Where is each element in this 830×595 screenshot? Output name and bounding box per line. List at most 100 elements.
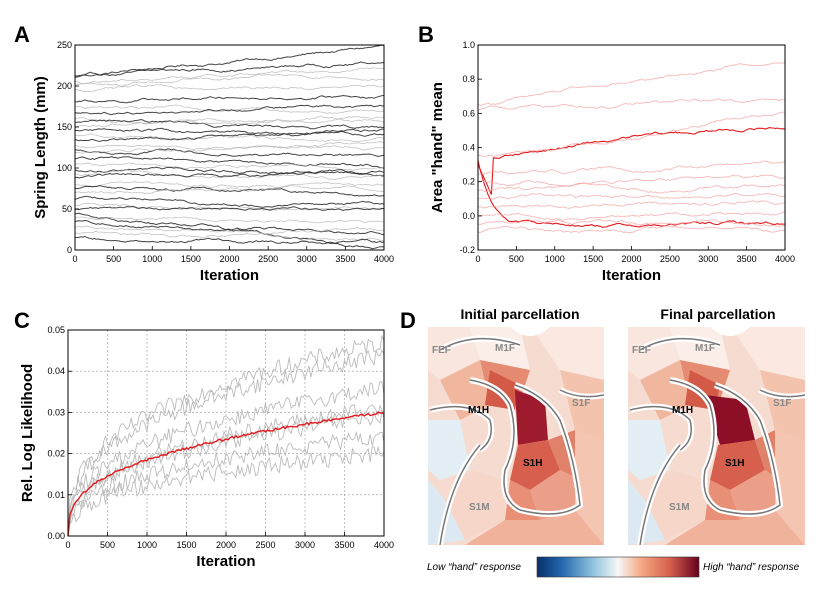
series-line-s11 — [74, 115, 385, 128]
label-m1h-initial: M1H — [468, 405, 489, 416]
x-tick-label: 3500 — [335, 254, 355, 264]
series-line-s5 — [74, 84, 385, 93]
x-tick-label: 2000 — [621, 254, 641, 264]
series-line-s34 — [74, 235, 385, 245]
x-tick-label: 500 — [106, 254, 121, 264]
label-s1h-initial: S1H — [523, 458, 542, 469]
x-tick-label: 500 — [509, 254, 524, 264]
colorbar-high-label: High “hand” response — [703, 562, 800, 573]
series-line-r10 — [477, 200, 786, 209]
initial-parcellation-title: Initial parcellation — [460, 306, 579, 322]
series-group — [74, 44, 385, 250]
x-tick-label: 4000 — [775, 254, 795, 264]
x-tick-label: 3000 — [297, 254, 317, 264]
series-line-r3 — [477, 127, 786, 195]
series-line-r11 — [477, 211, 786, 221]
x-axis-label: Iteration — [200, 267, 259, 284]
y-tick-label: 100 — [57, 163, 72, 173]
label-m1f-initial: M1F — [495, 343, 515, 354]
x-tick-label: 1500 — [176, 540, 196, 550]
x-axis-label: Iteration — [196, 553, 255, 570]
series-line-s2 — [74, 61, 385, 78]
x-tick-label: 3500 — [737, 254, 757, 264]
y-tick-label: 0.6 — [462, 108, 475, 118]
y-tick-label: 50 — [62, 204, 72, 214]
y-tick-label: 1.0 — [462, 40, 475, 50]
series-line-s28 — [74, 205, 385, 211]
series-line-s1 — [74, 44, 384, 77]
x-tick-label: 0 — [65, 540, 70, 550]
chart-b: 0 500 1000 1500 2000 2500 3000 3500 4000 -0.2 0.0 0… — [429, 40, 795, 284]
x-tick-label: 500 — [100, 540, 115, 550]
series-line-run-7 — [67, 445, 385, 537]
series-line-s26 — [74, 195, 385, 208]
panel-letter-c: C — [14, 308, 30, 333]
plot-frame — [67, 329, 385, 537]
y-tick-label: 0.03 — [47, 407, 65, 417]
plot-frame — [477, 44, 786, 251]
series-line-s31 — [74, 219, 385, 236]
y-tick-label: 250 — [57, 40, 72, 50]
y-axis-label: Area "hand" mean — [429, 82, 446, 213]
label-fef-initial: FEF — [432, 345, 451, 356]
x-tick-label: 2000 — [219, 254, 239, 264]
series-line-s24 — [74, 185, 384, 197]
initial-parcellation-map — [428, 327, 604, 545]
y-axis-label: Rel. Log Likelihood — [19, 364, 36, 502]
series-line-s22 — [74, 170, 385, 179]
y-tick-label: 0.05 — [47, 325, 65, 335]
label-s1h-final: S1H — [725, 458, 744, 469]
y-tick-label: 0.00 — [47, 531, 65, 541]
colorbar-low-label: Low “hand” response — [427, 562, 521, 573]
series-line-s25 — [74, 185, 385, 195]
series-line-run-2 — [67, 349, 385, 537]
series-line-s32 — [74, 225, 385, 236]
chart-c: 0 500 1000 1500 2000 2500 3000 3500 4000 0.00 0.01… — [19, 325, 394, 570]
label-s1f-initial: S1F — [572, 398, 590, 409]
x-tick-label: 2000 — [216, 540, 236, 550]
series-line-s4 — [74, 67, 385, 86]
series-line-run-5 — [67, 409, 385, 537]
label-m1h-final: M1H — [672, 405, 693, 416]
series-line-r9 — [477, 192, 786, 200]
series-line-s12 — [74, 127, 385, 137]
x-tick-label: 2500 — [660, 254, 680, 264]
series-line-s6 — [74, 94, 385, 104]
series-line-s13 — [74, 133, 385, 143]
x-tick-label: 3000 — [698, 254, 718, 264]
x-tick-label: 4000 — [374, 540, 394, 550]
series-line-s14 — [74, 128, 385, 142]
series-line-s30 — [74, 216, 385, 224]
series-line-r2 — [478, 98, 786, 110]
x-tick-label: 1500 — [583, 254, 603, 264]
y-tick-label: -0.2 — [459, 245, 475, 255]
chart-a: 0 500 1000 1500 2000 2500 3000 3500 4000 0 50 100 15… — [32, 40, 394, 284]
series-line-s8 — [74, 104, 385, 116]
panel-letter-a: A — [14, 22, 30, 47]
final-parcellation-title: Final parcellation — [660, 306, 775, 322]
x-tick-label: 1000 — [545, 254, 565, 264]
series-line-s27 — [74, 202, 385, 211]
series-line-s7 — [74, 104, 385, 114]
series-line-s18 — [74, 156, 385, 169]
y-tick-label: 0.2 — [462, 177, 475, 187]
colorbar — [536, 556, 700, 578]
x-tick-label: 0 — [72, 254, 77, 264]
series-line-r7 — [477, 174, 786, 187]
label-s1f-final: S1F — [773, 398, 791, 409]
series-line-r1 — [477, 61, 786, 106]
y-tick-label: 0.01 — [47, 490, 65, 500]
series-line-s23 — [74, 181, 385, 189]
panel-d: Initial parcellation Final parcellation — [427, 306, 805, 578]
series-line-s10 — [74, 119, 385, 130]
y-tick-label: 150 — [57, 122, 72, 132]
series-line-s33 — [74, 230, 385, 242]
series-line-s3 — [74, 73, 385, 87]
x-tick-label: 1000 — [142, 254, 162, 264]
y-axis-label: Spring Length (mm) — [32, 76, 49, 219]
series-group — [477, 61, 786, 234]
series-line-s29 — [74, 212, 385, 250]
series-line-s17 — [75, 141, 385, 154]
panel-letter-b: B — [418, 22, 434, 47]
x-tick-label: 3500 — [334, 540, 354, 550]
